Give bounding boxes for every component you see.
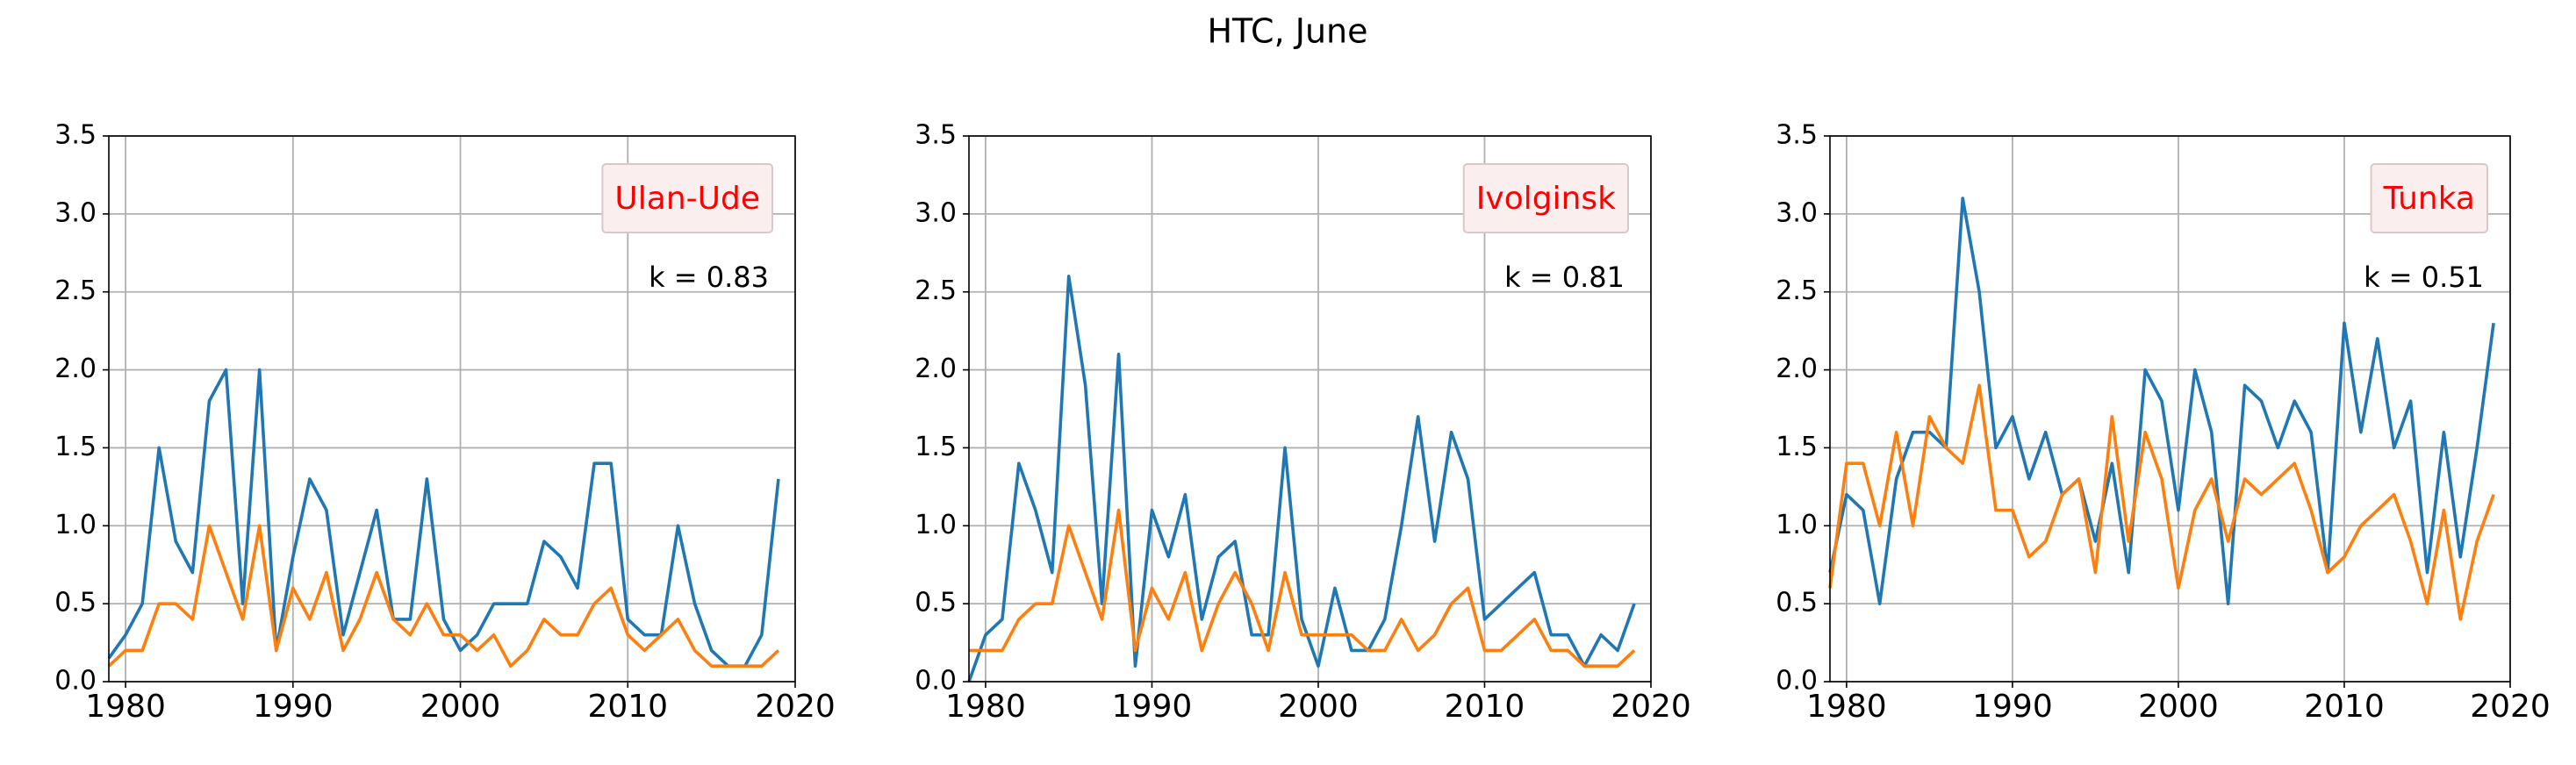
x-tick-label: 1980 <box>945 689 1026 725</box>
series-line <box>1828 197 2495 605</box>
y-tick-label: 0.5 <box>915 588 957 618</box>
x-tick-label: 1990 <box>253 689 334 725</box>
station-label: Ulan-Ude <box>614 181 760 217</box>
x-tick-label: 1990 <box>1972 689 2053 725</box>
y-tick-label: 1.5 <box>915 432 957 462</box>
x-tick-label: 1990 <box>1112 689 1193 725</box>
y-tick-label: 2.5 <box>54 275 97 306</box>
y-tick-label: 0.0 <box>54 666 97 697</box>
series-line <box>107 368 780 668</box>
x-tick-label: 2020 <box>755 689 836 725</box>
y-tick-label: 3.0 <box>1776 197 1818 228</box>
y-tick-label: 2.5 <box>1776 275 1818 306</box>
y-tick-label: 3.0 <box>915 197 957 228</box>
subplot: 0.0 0.5 1.0 1.5 2.0 2.5 3.0 3.5 1980 1990 2000 2010… <box>1776 120 2551 726</box>
y-tick-label: 1.0 <box>1776 510 1818 540</box>
series-line <box>969 508 1636 668</box>
y-tick-label: 3.5 <box>1776 120 1818 151</box>
y-tick-label: 2.0 <box>1776 354 1818 384</box>
y-tick-label: 1.5 <box>54 432 97 462</box>
series-line <box>107 524 780 668</box>
k-annotation: k = 0.81 <box>1504 261 1625 294</box>
y-tick-label: 0.5 <box>54 588 97 618</box>
y-tick-label: 2.0 <box>54 354 97 384</box>
axes-frame <box>968 135 1652 683</box>
axes-frame <box>1829 135 2511 683</box>
y-tick-label: 0.0 <box>915 666 957 697</box>
x-tick-label: 1980 <box>1806 689 1887 725</box>
x-tick-label: 2000 <box>2138 689 2219 725</box>
y-tick-label: 2.0 <box>915 354 957 384</box>
subplot: 0.0 0.5 1.0 1.5 2.0 2.5 3.0 3.5 1980 1990 2000 2010… <box>54 120 836 726</box>
y-tick-label: 3.5 <box>54 120 97 151</box>
y-tick-label: 2.5 <box>915 275 957 306</box>
x-tick-label: 2010 <box>587 689 668 725</box>
k-annotation: k = 0.51 <box>2364 261 2484 294</box>
axes-frame <box>108 135 796 683</box>
y-tick-label: 1.0 <box>915 510 957 540</box>
x-tick-label: 2000 <box>1278 689 1359 725</box>
station-label-box <box>2370 163 2488 233</box>
station-label: Tunka <box>2383 181 2475 217</box>
y-tick-label: 3.0 <box>54 197 97 228</box>
x-tick-label: 2000 <box>420 689 501 725</box>
x-tick-label: 1980 <box>85 689 166 725</box>
x-tick-label: 2020 <box>2470 689 2551 725</box>
y-tick-label: 1.0 <box>54 510 97 540</box>
y-tick-label: 0.0 <box>1776 666 1818 697</box>
y-tick-label: 1.5 <box>1776 432 1818 462</box>
k-annotation: k = 0.83 <box>649 261 769 294</box>
station-label: Ivolginsk <box>1476 181 1616 217</box>
station-label-box <box>601 163 773 233</box>
y-tick-label: 3.5 <box>915 120 957 151</box>
figure-title: HTC, June <box>1207 12 1367 51</box>
x-tick-label: 2010 <box>2304 689 2385 725</box>
series-line <box>1828 383 2495 621</box>
station-label-box <box>1462 163 1629 233</box>
y-tick-label: 0.5 <box>1776 588 1818 618</box>
series-line <box>967 275 1636 683</box>
x-tick-label: 2010 <box>1445 689 1525 725</box>
subplot: 0.0 0.5 1.0 1.5 2.0 2.5 3.0 3.5 1980 1990 2000 2010… <box>915 120 1691 726</box>
x-tick-label: 2020 <box>1611 689 1691 725</box>
